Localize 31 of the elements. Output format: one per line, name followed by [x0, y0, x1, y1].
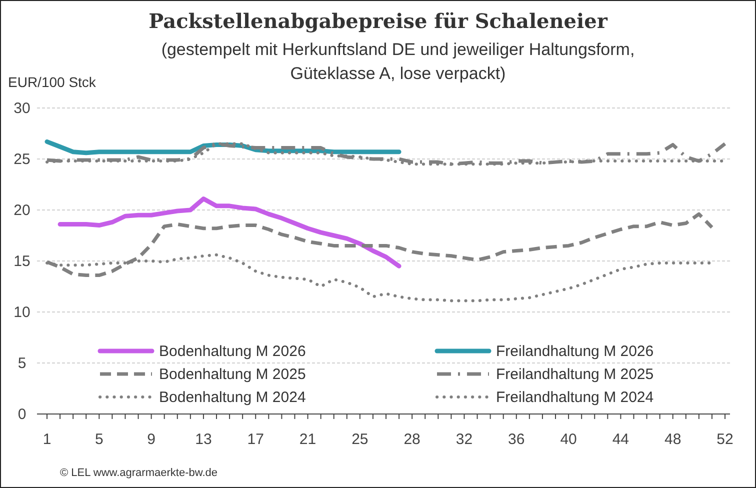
chart-subtitle: (gestempelt mit Herkunftsland DE und jeweiliger Haltungsform, Güteklasse A, lose verpackt): [161, 40, 635, 83]
x-tick-label: 1: [42, 431, 52, 448]
x-tick-label: 52: [716, 431, 734, 448]
x-tick-label: 13: [195, 431, 212, 448]
y-tick-label: 10: [14, 304, 30, 321]
y-tick-label: 15: [14, 253, 30, 270]
x-tick-label: 40: [560, 431, 577, 448]
legend-label: Freilandhaltung M 2025: [496, 366, 654, 383]
x-tick-label: 17: [247, 431, 264, 448]
x-tick-label: 32: [456, 431, 473, 448]
y-tick-label: 30: [14, 100, 30, 117]
y-tick-label: 5: [18, 355, 26, 372]
y-axis-title: EUR/100 Stck: [8, 74, 97, 90]
x-tick-label: 5: [94, 431, 104, 448]
x-tick-label: 21: [299, 431, 316, 448]
legend-label: Freilandhaltung M 2026: [496, 343, 654, 360]
legend-label: Bodenhaltung M 2024: [159, 389, 306, 406]
y-tick-label: 20: [14, 202, 30, 219]
chart-title: Packstellenabgabepreise für Schaleneier: [148, 9, 608, 33]
legend-label: Freilandhaltung M 2024: [496, 389, 654, 406]
x-tick-label: 9: [147, 431, 156, 448]
y-tick-label: 25: [14, 151, 30, 168]
legend-label: Bodenhaltung M 2026: [159, 343, 306, 360]
x-tick-label: 48: [664, 431, 682, 448]
y-tick-label: 0: [18, 406, 26, 423]
x-tick-label: 36: [508, 431, 525, 448]
text: © LEL www.agrarmaerkte-bw.de: [60, 467, 218, 479]
x-tick-label: 44: [612, 431, 630, 448]
x-tick-label: 25: [352, 431, 368, 448]
legend-label: Bodenhaltung M 2025: [159, 366, 306, 383]
x-tick-label: 28: [404, 431, 420, 448]
